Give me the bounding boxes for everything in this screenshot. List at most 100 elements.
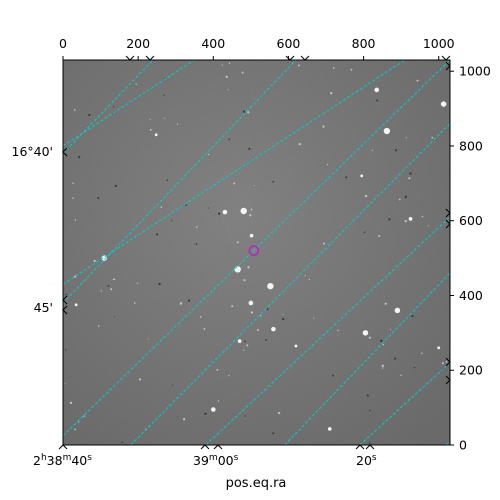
- faint-star: [69, 401, 73, 405]
- faint-star: [228, 62, 231, 65]
- grid-line: [445, 440, 450, 445]
- faint-star: [331, 374, 334, 377]
- world-tick-mark: [145, 55, 155, 61]
- y-tick-label: 600: [459, 213, 483, 228]
- star-point: [383, 127, 391, 135]
- faint-star: [326, 164, 329, 166]
- faint-star: [244, 340, 246, 343]
- faint-star: [195, 243, 198, 245]
- faint-star: [395, 149, 398, 152]
- faint-star: [164, 117, 166, 119]
- faint-star: [121, 441, 124, 444]
- faint-star: [272, 432, 275, 435]
- faint-star: [388, 218, 391, 221]
- faint-star: [277, 411, 281, 415]
- x-tick-label: 400: [201, 36, 225, 51]
- faint-star: [249, 214, 252, 217]
- faint-star: [282, 318, 285, 321]
- faint-star: [74, 428, 76, 431]
- faint-star: [231, 305, 234, 308]
- dec-tick-label: 16°40': [12, 144, 54, 159]
- faint-star: [72, 182, 74, 184]
- faint-star: [308, 278, 310, 281]
- coordinate-grid: [63, 60, 450, 445]
- ra-tick-label: 2h38m40s: [33, 453, 92, 468]
- dec-tick-label: 45': [34, 300, 53, 315]
- faint-star: [187, 299, 191, 302]
- faint-star: [221, 64, 223, 66]
- star-point: [294, 344, 298, 348]
- faint-star: [427, 225, 429, 227]
- world-tick-mark: [285, 55, 295, 61]
- faint-star: [78, 156, 81, 159]
- faint-star: [416, 79, 419, 82]
- faint-star: [170, 220, 173, 222]
- star-point: [154, 133, 158, 137]
- faint-star: [366, 394, 369, 397]
- pixel-x-axis-top: 0 200 400 600 800 1000: [59, 36, 455, 60]
- faint-star: [313, 317, 315, 319]
- star-point: [408, 217, 413, 221]
- faint-star: [246, 344, 249, 347]
- faint-star: [195, 226, 198, 228]
- y-tick-label: 1000: [459, 64, 491, 79]
- faint-star: [147, 338, 149, 340]
- faint-star: [421, 352, 423, 355]
- world-tick-mark: [445, 357, 451, 367]
- faint-star: [185, 204, 187, 206]
- faint-star: [113, 278, 116, 280]
- faint-star: [97, 325, 100, 327]
- faint-star: [138, 378, 142, 381]
- faint-star: [378, 234, 381, 237]
- faint-star: [390, 329, 392, 331]
- y-tick-label: 800: [459, 138, 483, 153]
- faint-star: [228, 138, 230, 141]
- star-point: [437, 346, 441, 350]
- faint-star: [208, 207, 210, 209]
- faint-star: [441, 362, 444, 365]
- faint-star: [93, 259, 96, 263]
- faint-star: [217, 212, 221, 215]
- x-tick-label: 800: [352, 36, 376, 51]
- faint-star: [405, 137, 407, 139]
- faint-star: [421, 215, 424, 218]
- faint-star: [179, 302, 183, 305]
- world-tick-mark: [445, 375, 451, 385]
- y-tick-label: 400: [459, 288, 483, 303]
- faint-star: [225, 75, 228, 78]
- faint-star: [411, 314, 414, 318]
- star-point: [440, 101, 447, 107]
- grid-line: [130, 123, 450, 445]
- faint-star: [203, 327, 206, 330]
- faint-star: [404, 219, 407, 223]
- faint-star: [381, 364, 384, 367]
- star-point: [271, 326, 276, 332]
- faint-star: [65, 349, 67, 351]
- star-point: [362, 330, 369, 336]
- faint-star: [404, 195, 408, 199]
- world-tick-mark: [445, 208, 451, 218]
- faint-star: [73, 109, 76, 111]
- faint-star: [322, 242, 325, 245]
- world-tick-mark: [441, 55, 451, 61]
- faint-star: [371, 149, 374, 151]
- sky-image: [63, 60, 450, 445]
- world-tick-marks: [58, 55, 451, 450]
- world-tick-mark: [62, 295, 68, 305]
- faint-star: [398, 198, 401, 201]
- faint-star: [256, 329, 259, 332]
- star-point: [222, 209, 228, 215]
- world-tick-mark: [58, 444, 68, 450]
- faint-star: [216, 368, 219, 371]
- faint-star: [248, 147, 251, 150]
- faint-star: [149, 128, 152, 131]
- x-tick-label: 0: [59, 36, 67, 51]
- faint-star: [172, 384, 174, 386]
- faint-star: [83, 415, 85, 417]
- faint-star: [135, 83, 137, 85]
- faint-star: [247, 266, 250, 269]
- faint-star: [207, 153, 210, 156]
- faint-star: [64, 383, 66, 385]
